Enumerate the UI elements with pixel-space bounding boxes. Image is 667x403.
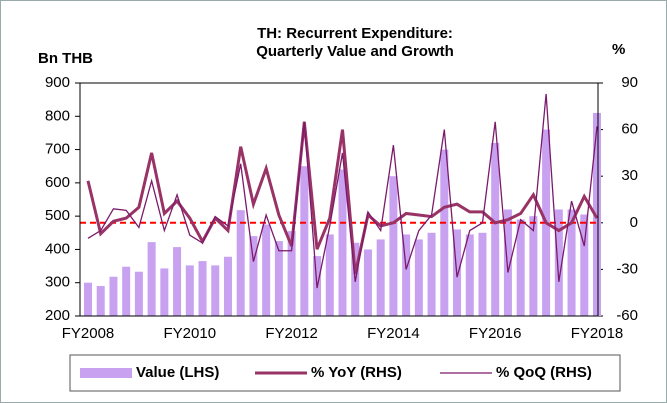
bar <box>491 142 500 316</box>
bar <box>274 241 283 316</box>
bar <box>325 234 334 316</box>
legend-swatch <box>80 368 132 378</box>
bar <box>580 214 589 316</box>
bar <box>465 234 474 316</box>
bar <box>147 242 156 316</box>
y2-tick-label: -60 <box>616 307 638 324</box>
bar <box>376 239 385 316</box>
bar <box>249 236 258 316</box>
legend-label: % QoQ (RHS) <box>496 364 592 381</box>
legend-label: Value (LHS) <box>136 364 219 381</box>
bar <box>567 209 576 316</box>
x-tick-label: FY2010 <box>164 325 217 342</box>
line <box>87 93 598 289</box>
bar <box>262 224 271 316</box>
bar <box>173 247 182 316</box>
bar <box>84 282 92 316</box>
bar <box>211 265 220 316</box>
y2-tick-label: -30 <box>616 260 638 277</box>
bar <box>478 232 487 316</box>
bar <box>109 276 118 316</box>
y-tick-label: 500 <box>45 207 70 224</box>
x-tick-label: FY2016 <box>469 325 522 342</box>
bar <box>338 169 347 316</box>
bar <box>287 231 296 316</box>
y2-tick-label: 90 <box>621 74 638 91</box>
y2-tick-label: 0 <box>630 214 638 231</box>
bar <box>503 209 512 316</box>
y-tick-label: 800 <box>45 107 70 124</box>
y-tick-label: 400 <box>45 240 70 257</box>
bar <box>440 149 449 316</box>
chart-title: TH: Recurrent Expenditure: <box>257 25 453 42</box>
bar <box>236 210 245 316</box>
y-tick-label: 200 <box>45 307 70 324</box>
y2-axis-label: % <box>612 41 625 58</box>
bar <box>134 271 143 316</box>
y-tick-label: 700 <box>45 141 70 158</box>
bar <box>554 209 563 316</box>
bar <box>185 265 194 316</box>
plot-frame <box>79 82 599 317</box>
y2-tick-label: 30 <box>621 167 638 184</box>
bar <box>363 249 372 316</box>
legend-box <box>69 354 621 392</box>
y2-tick-label: 60 <box>621 121 638 138</box>
x-tick-label: FY2012 <box>265 325 318 342</box>
bar <box>427 232 436 316</box>
y-tick-label: 300 <box>45 274 70 291</box>
y-tick-label: 900 <box>45 74 70 91</box>
bar <box>529 216 538 316</box>
y-tick-label: 600 <box>45 174 70 191</box>
x-tick-label: FY2014 <box>367 325 420 342</box>
x-tick-label: FY2008 <box>62 325 115 342</box>
bar <box>223 256 232 316</box>
bar <box>414 239 423 316</box>
bar <box>96 286 105 316</box>
y-axis-label: Bn THB <box>38 50 93 67</box>
chart-title: Quarterly Value and Growth <box>256 43 454 60</box>
x-tick-label: FY2018 <box>571 325 624 342</box>
bar <box>160 268 169 316</box>
legend-label: % YoY (RHS) <box>311 364 402 381</box>
bar <box>402 234 411 316</box>
bar <box>516 219 525 316</box>
bar <box>198 261 207 316</box>
bar <box>300 166 309 316</box>
bar <box>122 266 131 316</box>
bar <box>593 112 601 316</box>
bar <box>389 176 398 316</box>
